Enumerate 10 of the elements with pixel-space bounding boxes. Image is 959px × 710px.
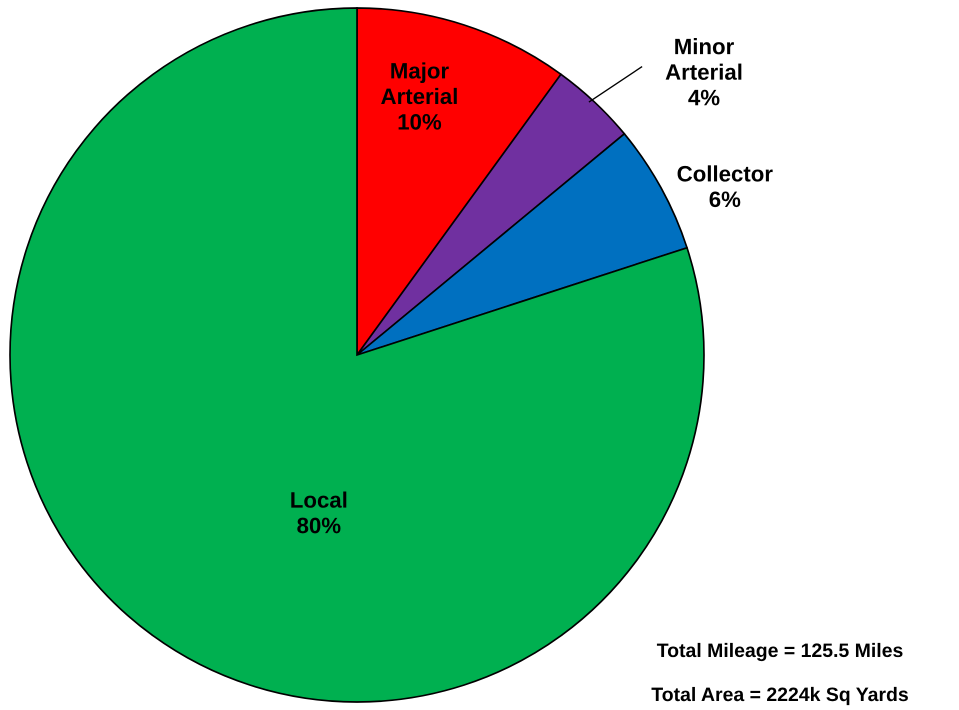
text: Total Mileage = 125.5 Miles bbox=[656, 642, 903, 662]
slice-label: Local bbox=[291, 491, 346, 508]
text: Total Area = 2224k Sq Yards bbox=[652, 686, 908, 706]
data-label: 6% bbox=[710, 191, 740, 208]
data-label: 10% bbox=[398, 114, 442, 130]
data-label: 4% bbox=[688, 90, 720, 106]
slice-label: Minor Arterial bbox=[666, 38, 742, 80]
slice-label: Major Arterial bbox=[381, 62, 457, 104]
data-label: 80% bbox=[297, 518, 340, 534]
slice-label: Collector bbox=[678, 165, 773, 182]
